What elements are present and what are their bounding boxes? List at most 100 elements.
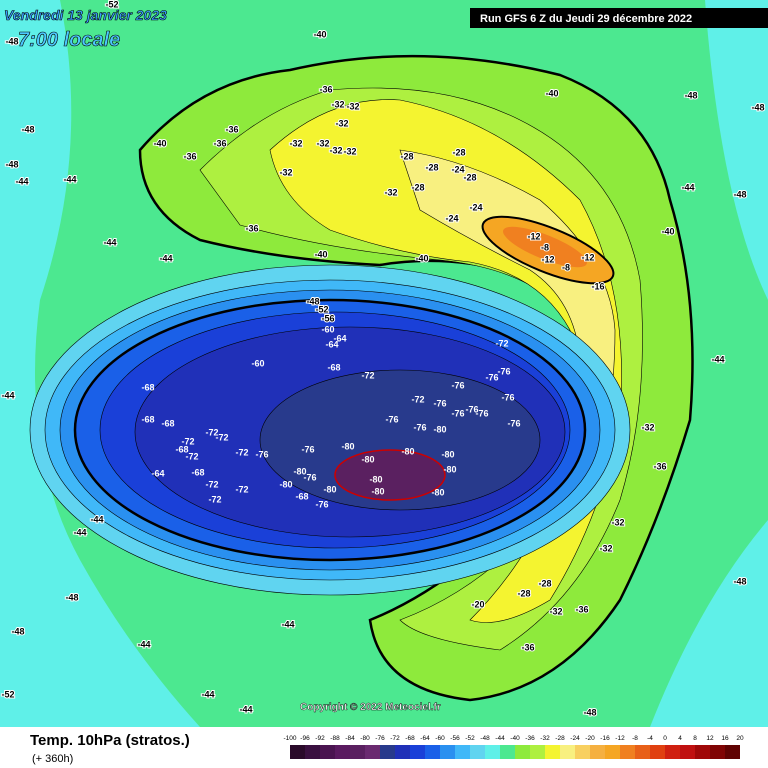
contour-label: -32 (611, 517, 624, 527)
colorbar-label: -16 (600, 735, 610, 742)
contour-label: -76 (385, 414, 398, 424)
contour-label: -44 (1, 390, 14, 400)
contour-label: -36 (213, 138, 226, 148)
time: 7:00 locale (18, 29, 120, 51)
contour-label: -76 (507, 418, 520, 428)
run-box (470, 8, 768, 28)
contour-label: -32 (335, 118, 348, 128)
colorbar-label: -48 (480, 735, 490, 742)
colorbar-label: -96 (300, 735, 310, 742)
contour-label: -36 (575, 604, 588, 614)
colorbar-label: -76 (375, 735, 385, 742)
contour-label: -32 (343, 146, 356, 156)
contour-label: -72 (235, 447, 248, 457)
colorbar-label: -40 (510, 735, 520, 742)
colorbar-swatch (515, 745, 530, 759)
contour-labels: -40-36-32 -32-32-36-40-36-36 -32 -32-32 -32-… (0, 0, 765, 718)
contour-label: -80 (279, 479, 292, 489)
colorbar-swatch (410, 745, 425, 759)
contour-label: -72 (208, 494, 221, 504)
colorbar-swatch (500, 745, 515, 759)
contour-label: -80 (433, 424, 446, 434)
contour-label: -48 (751, 102, 764, 112)
colorbar-swatch (485, 745, 500, 759)
colorbar-label: 0 (663, 735, 667, 742)
colorbar-swatch (545, 745, 560, 759)
contour-label: -80 (441, 449, 454, 459)
colorbar-label: 12 (706, 735, 714, 742)
contour-label: -48 (5, 36, 18, 46)
contour-label: -48 (11, 626, 24, 636)
contour-label: -48 (306, 296, 319, 306)
colorbar-swatch (305, 745, 320, 759)
contour-label: -48 (583, 707, 596, 717)
contour-label: -60 (321, 324, 334, 334)
contour-label: -72 (205, 427, 218, 437)
contour-label: -48 (21, 124, 34, 134)
contour-label: -36 (521, 642, 534, 652)
contour-label: -36 (183, 151, 196, 161)
warm-core (503, 226, 587, 268)
contour-label: -44 (239, 704, 252, 714)
contour-label: -80 (371, 486, 384, 496)
cold-zone (705, 0, 768, 300)
contour-label: -72 (215, 432, 228, 442)
colorbar-swatch (710, 745, 725, 759)
colorbar-label: -52 (465, 735, 475, 742)
contour-label: -44 (63, 174, 76, 184)
contour-label: -68 (141, 414, 154, 424)
colorbar-swatch (650, 745, 665, 759)
contour-label: -76 (451, 380, 464, 390)
contour-label: -44 (90, 514, 103, 524)
colorbar-swatch (470, 745, 485, 759)
colorbar-label: -36 (525, 735, 535, 742)
contour-label: -32 (279, 167, 292, 177)
contour-label: -40 (661, 226, 674, 236)
contour-label: -44 (159, 253, 172, 263)
contour-label: -28 (538, 578, 551, 588)
contour-label: -32 (599, 543, 612, 553)
colorbar-swatch (530, 745, 545, 759)
contour-label: -12 (541, 254, 554, 264)
colorbar-label: -72 (390, 735, 400, 742)
colorbar-swatch (590, 745, 605, 759)
colorbar-label: 20 (736, 735, 744, 742)
contour-label: -72 (181, 436, 194, 446)
contour-label: -16 (591, 281, 604, 291)
contour-label: -76 (451, 408, 464, 418)
colorbar-swatch (725, 745, 740, 759)
contour-label: -72 (495, 338, 508, 348)
contour-label: -76 (315, 499, 328, 509)
contour-label: -80 (443, 464, 456, 474)
colorbar-label: -8 (632, 735, 638, 742)
contour-label: -40 (313, 29, 326, 39)
colorbar-label: -64 (420, 735, 430, 742)
colorbar-swatch (395, 745, 410, 759)
colorbar-label: -20 (585, 735, 595, 742)
contour-label: -80 (323, 484, 336, 494)
colorbar-label: -100 (283, 735, 296, 742)
footer-title: Temp. 10hPa (stratos.) (30, 732, 190, 749)
contour-label: -28 (400, 151, 413, 161)
contour-label: -76 (475, 408, 488, 418)
colorbar-label: -4 (647, 735, 653, 742)
colorbar-label: 8 (693, 735, 697, 742)
contour-label: -76 (465, 404, 478, 414)
colorbar-swatch (290, 745, 305, 759)
contour-label: -80 (361, 454, 374, 464)
contour-label: -80 (293, 466, 306, 476)
contour-label: -28 (452, 147, 465, 157)
contour-label: -36 (319, 84, 332, 94)
colorbar-label: -44 (495, 735, 505, 742)
contour-label: -24 (451, 164, 464, 174)
colorbar-label: 4 (678, 735, 682, 742)
date: Vendredi 13 janvier 2023 (4, 7, 167, 23)
contour-label: -44 (103, 237, 116, 247)
contour-label: -72 (205, 479, 218, 489)
colorbar-swatch (635, 745, 650, 759)
colorbar-label: -80 (360, 735, 370, 742)
contour-label: -80 (401, 446, 414, 456)
contour-label: -52 (315, 304, 328, 314)
contour-label: -36 (225, 124, 238, 134)
